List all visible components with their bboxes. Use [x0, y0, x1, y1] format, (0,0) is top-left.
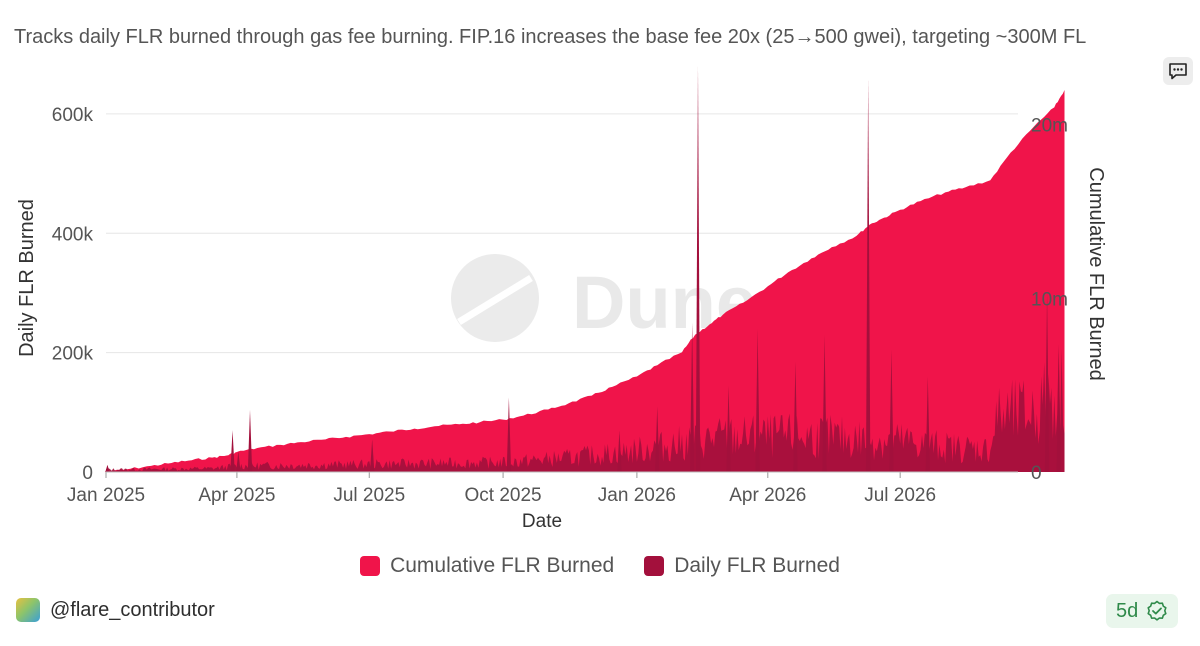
daily-spike	[230, 430, 235, 472]
daily-spike	[793, 361, 798, 472]
legend-label-daily: Daily FLR Burned	[674, 554, 840, 577]
y-right-axis-title: Cumulative FLR Burned	[1085, 167, 1107, 380]
legend-label-cumulative: Cumulative FLR Burned	[390, 554, 615, 577]
daily-spike	[1044, 292, 1050, 472]
dune-watermark: Dune	[451, 254, 757, 344]
y-left-tick-label: 400k	[52, 224, 94, 245]
age-badge: 5d	[1106, 594, 1179, 628]
daily-spike	[755, 328, 760, 472]
y-left-tick-label: 200k	[52, 344, 94, 365]
daily-spike	[889, 349, 894, 472]
chart-subtitle: Tracks daily FLR burned through gas fee …	[14, 26, 1087, 48]
x-tick-label: Apr 2026	[729, 485, 806, 506]
daily-spike	[506, 397, 512, 472]
daily-spike	[822, 334, 827, 472]
legend-item-cumulative[interactable]: Cumulative FLR Burned	[360, 554, 614, 578]
y-left-tick-label: 600k	[52, 105, 94, 126]
comment-icon	[1169, 63, 1187, 80]
x-tick-label: Apr 2025	[198, 485, 275, 506]
author-name: @flare_contributor	[50, 598, 215, 621]
daily-series	[105, 66, 1065, 472]
y-left-tick-label: 0	[82, 463, 93, 484]
y-left-axis-title: Daily FLR Burned	[16, 199, 38, 357]
daily-spike	[1056, 352, 1061, 472]
x-tick-label: Oct 2025	[465, 485, 542, 506]
daily-spike	[925, 376, 930, 472]
daily-spike	[369, 439, 375, 472]
author-link[interactable]: @flare_contributor	[16, 598, 215, 622]
axes: 0 200k 400k 600k 0 10m 20m Jan 2025 Apr 2025 Jul …	[16, 105, 1107, 532]
daily-spike	[617, 430, 622, 472]
y-right-tick-label: 10m	[1031, 289, 1068, 310]
age-text: 5d	[1116, 599, 1139, 622]
x-tick-label: Jul 2025	[333, 485, 405, 506]
daily-spike	[726, 385, 731, 472]
daily-spike	[655, 406, 660, 472]
daily-spike	[695, 66, 701, 472]
daily-spike	[105, 464, 110, 472]
y-right-tick-label: 0	[1031, 463, 1042, 484]
legend-item-daily[interactable]: Daily FLR Burned	[644, 554, 840, 578]
legend-swatch-daily	[644, 556, 665, 576]
x-tick-label: Jan 2025	[67, 485, 145, 506]
daily-spike	[236, 451, 241, 472]
daily-spike	[689, 322, 695, 472]
x-axis-title: Date	[522, 511, 562, 532]
avatar	[16, 598, 40, 622]
legend-swatch-cumulative	[360, 556, 381, 576]
y-right-tick-label: 20m	[1031, 116, 1068, 137]
daily-spike	[247, 409, 253, 472]
comment-button[interactable]	[1163, 57, 1193, 85]
x-tick-label: Jul 2026	[864, 485, 936, 506]
legend: Cumulative FLR Burned Daily FLR Burned	[0, 554, 1200, 578]
verified-check-icon	[1147, 600, 1167, 621]
x-tick-label: Jan 2026	[598, 485, 676, 506]
daily-spike	[865, 78, 871, 472]
